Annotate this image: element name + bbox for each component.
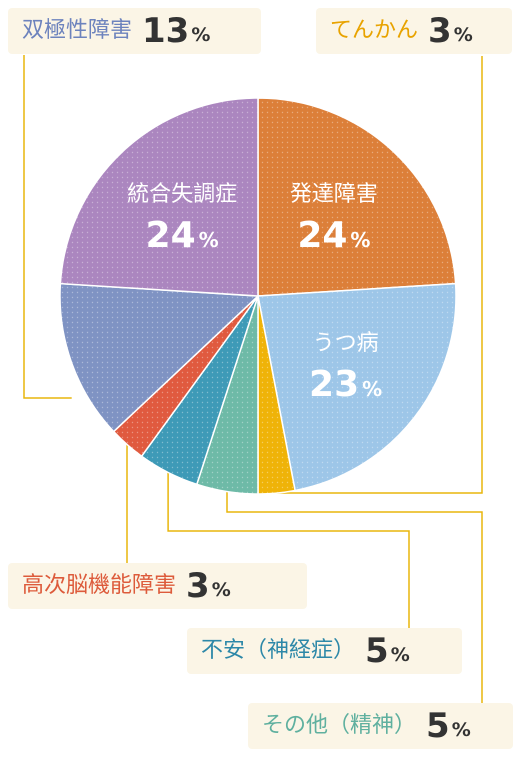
inside-label-7: 統合失調症 — [127, 182, 237, 207]
label-other-mental-value: 5 — [426, 706, 450, 746]
label-bipolar-name: 双極性障害 — [22, 18, 133, 43]
leader-anxiety — [167, 472, 410, 629]
slice-0-texture — [258, 98, 456, 296]
label-brain-injury-pct: % — [211, 578, 231, 601]
slice-7-texture — [60, 98, 258, 296]
slice-4-texture — [141, 296, 258, 485]
label-other-mental-name: その他（精神） — [262, 713, 417, 738]
inside-labels: 発達障害 24 % うつ病 23 % 統合失調症 24% — [127, 182, 382, 405]
inside-value-0: 24% — [297, 215, 370, 256]
leader-bipolar — [23, 55, 72, 399]
label-brain-injury-name: 高次脳機能障害 — [22, 573, 177, 598]
inside-label-1: うつ病 — [313, 331, 379, 356]
label-anxiety-pct: % — [390, 643, 410, 666]
inside-value-7: 24% — [146, 215, 219, 256]
label-bipolar-pct: % — [191, 23, 211, 46]
slice-1-texture — [258, 283, 457, 491]
pie-slices — [59, 97, 457, 495]
label-other-mental: その他（精神） 5 % — [248, 703, 513, 749]
label-anxiety-name: 不安（神経症） — [201, 638, 356, 663]
slice-5-texture — [113, 296, 258, 457]
label-brain-injury: 高次脳機能障害 3 % — [8, 563, 307, 609]
label-epilepsy-value: 3 — [428, 11, 452, 51]
label-anxiety: 不安（神経症） 5 % — [187, 628, 462, 674]
slice-6-texture — [59, 283, 258, 432]
slice-2-texture — [258, 296, 296, 494]
label-bipolar-value: 13 — [142, 11, 190, 51]
inside-label-0: 発達障害 — [290, 182, 378, 207]
label-epilepsy: てんかん 3 % — [316, 8, 512, 54]
label-epilepsy-pct: % — [453, 23, 473, 46]
label-epilepsy-name: てんかん — [330, 18, 419, 43]
inside-value-1: 23% — [309, 364, 382, 405]
label-brain-injury-value: 3 — [186, 566, 210, 606]
label-anxiety-value: 5 — [365, 631, 389, 671]
leader-other-mental — [226, 491, 483, 704]
label-bipolar: 双極性障害 13 % — [8, 8, 261, 54]
label-other-mental-pct: % — [451, 718, 471, 741]
